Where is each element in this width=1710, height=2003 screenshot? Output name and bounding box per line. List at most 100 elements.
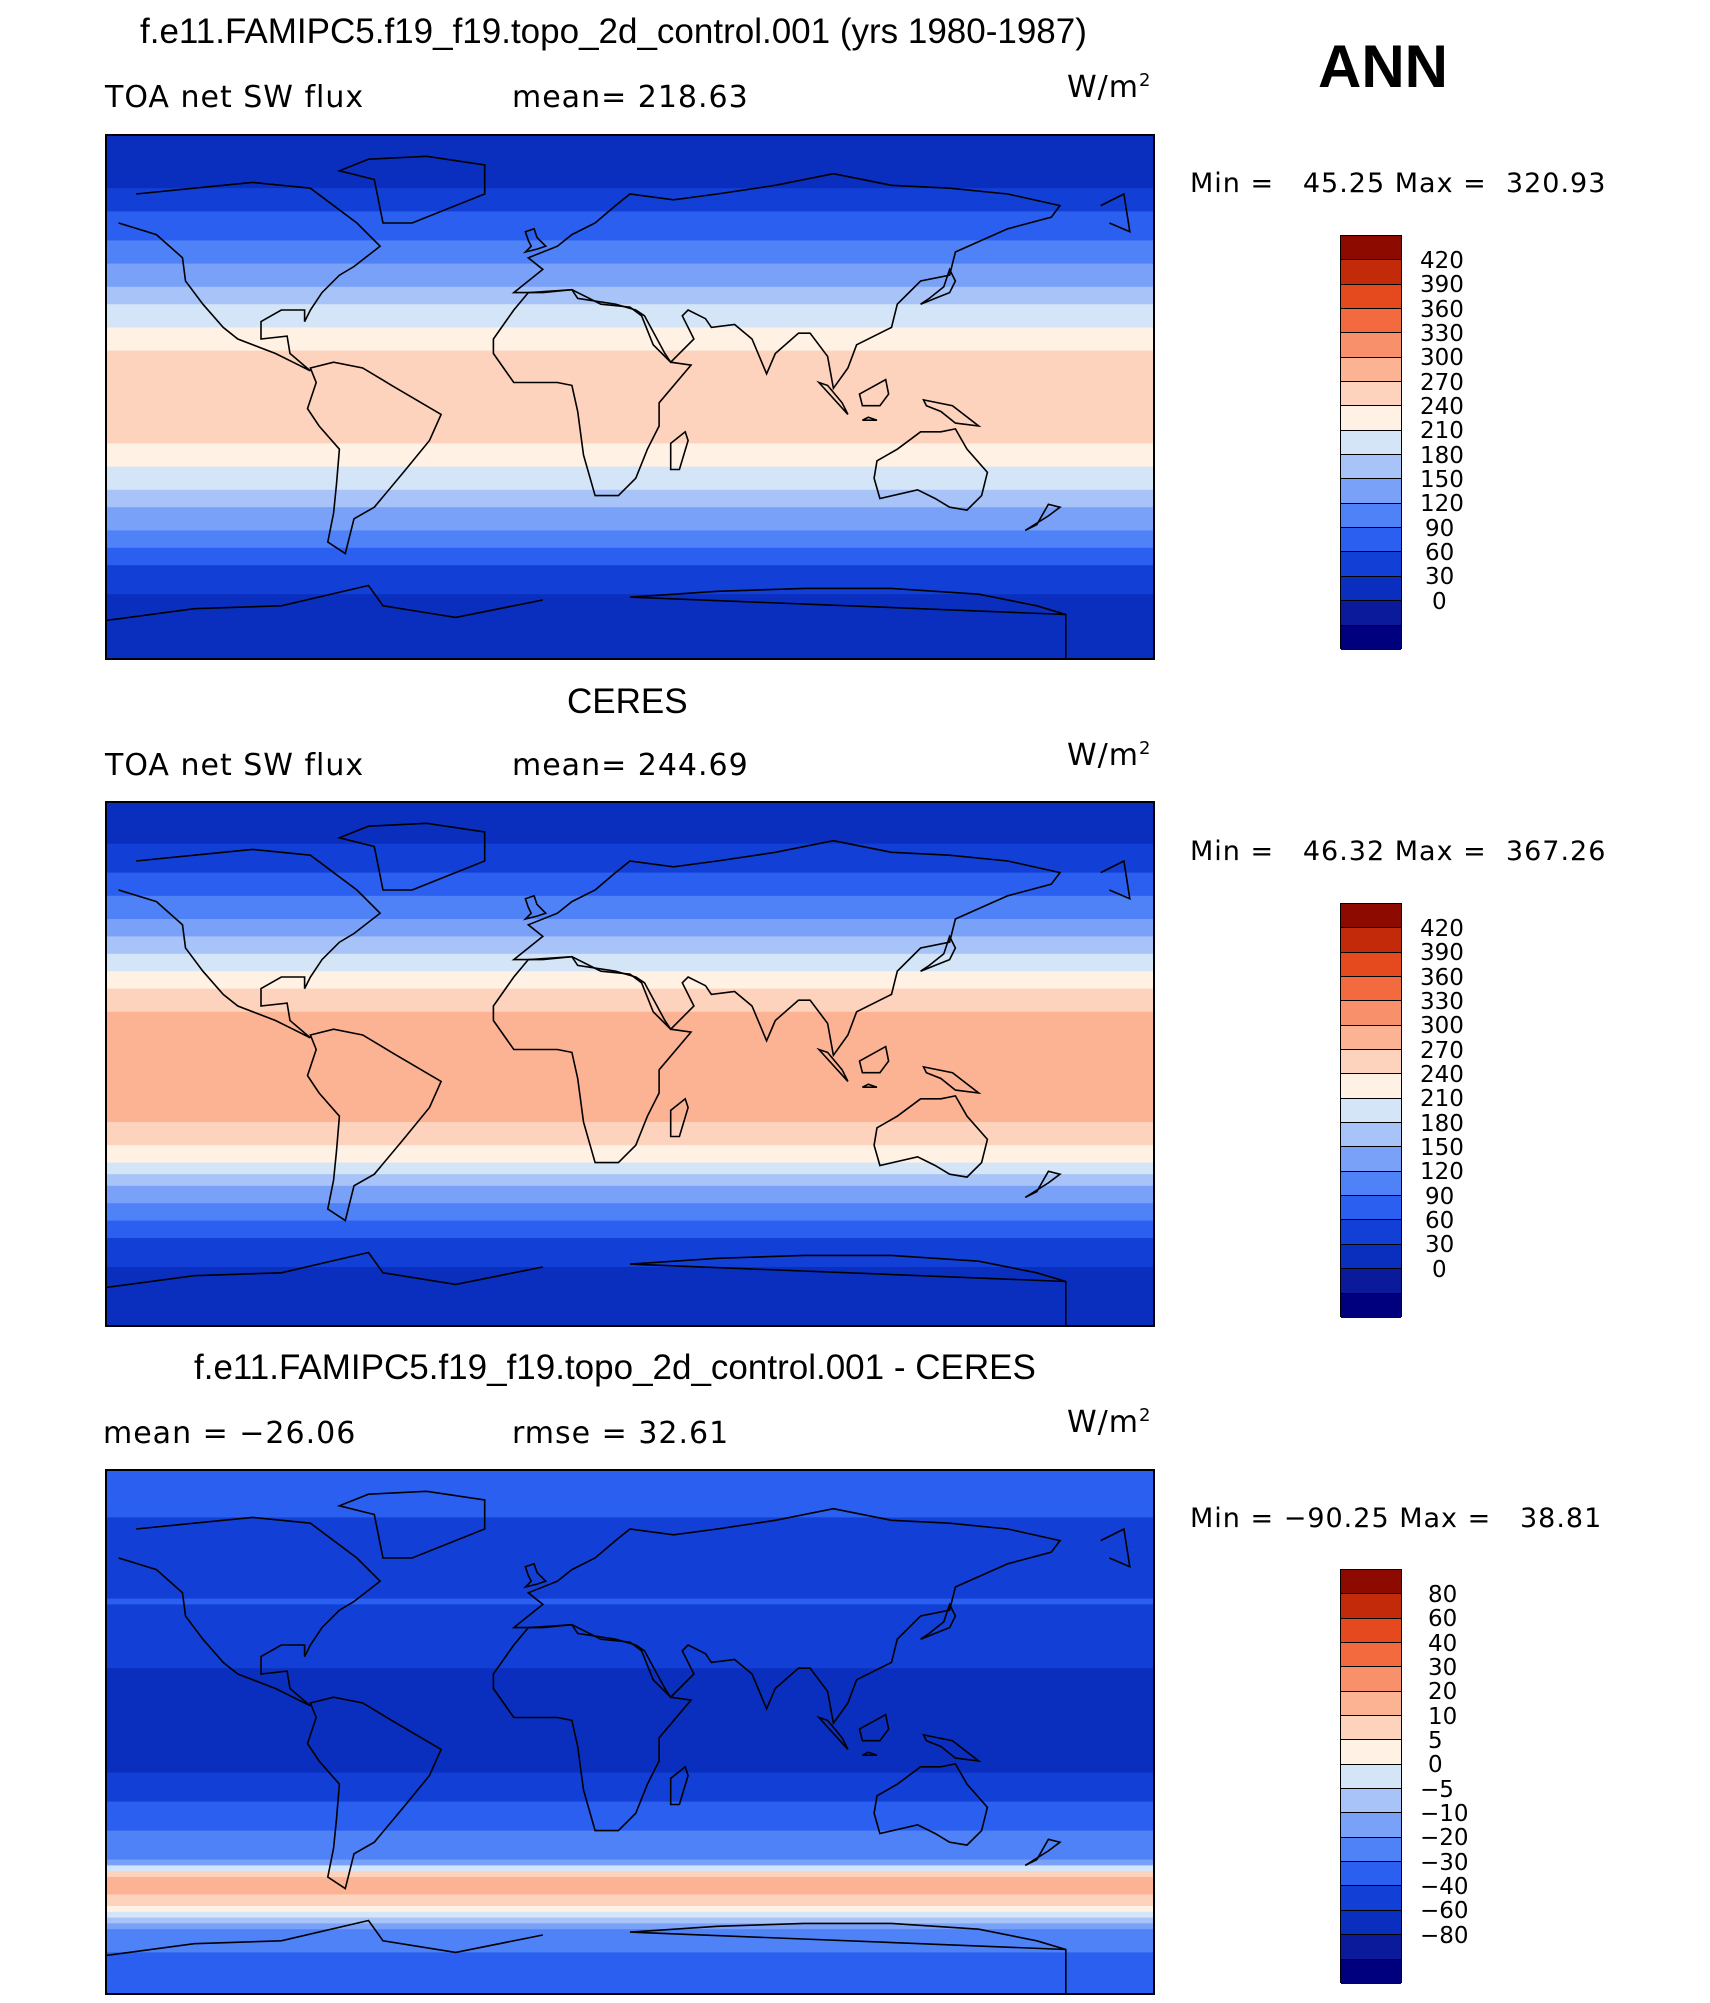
contour-band xyxy=(107,600,1153,607)
contour-band xyxy=(107,1093,1153,1100)
colorbar-tick-label: −20 xyxy=(1420,1825,1469,1852)
colorbar-segment xyxy=(1341,455,1401,480)
contour-band xyxy=(107,913,1153,920)
contour-band xyxy=(107,356,1153,363)
contour-band xyxy=(107,1052,1153,1059)
contour-band xyxy=(107,1017,1153,1024)
colorbar-segment xyxy=(1341,1050,1401,1075)
contour-band xyxy=(107,924,1153,932)
contour-band xyxy=(107,646,1153,653)
contour-band xyxy=(107,942,1153,949)
colorbar-segment xyxy=(1341,576,1401,602)
panel1-title: f.e11.FAMIPC5.f19_f19.topo_2d_control.00… xyxy=(140,12,1087,51)
colorbar-segment xyxy=(1341,406,1401,431)
contour-band xyxy=(107,194,1153,201)
contour-band xyxy=(107,1894,1153,1901)
contour-band xyxy=(107,1940,1153,1948)
contour-band xyxy=(107,362,1153,369)
contour-band xyxy=(107,1238,1153,1245)
contour-band xyxy=(107,901,1153,908)
coastline xyxy=(816,380,849,415)
colorbar-segment xyxy=(1341,357,1401,383)
contour-band xyxy=(107,1975,1153,1982)
coastline xyxy=(920,1602,957,1640)
colorbar-segment xyxy=(1341,1074,1401,1099)
contour-band xyxy=(107,1267,1153,1274)
colorbar-tick-label: 0 xyxy=(1432,588,1447,615)
contour-band xyxy=(107,890,1153,897)
contour-band xyxy=(107,1476,1153,1484)
panel3-minmax: Min = −90.25 Max = 38.81 xyxy=(1190,1503,1603,1534)
contour-band xyxy=(107,936,1153,943)
panel3-rmse-label: rmse = 32.61 xyxy=(512,1416,730,1451)
coastline xyxy=(629,587,1067,658)
panel3-colorbar xyxy=(1340,1569,1402,1984)
contour-band xyxy=(107,1098,1153,1106)
contour-band xyxy=(107,1011,1153,1019)
contour-band xyxy=(107,1761,1153,1768)
panel2-colorbar xyxy=(1340,903,1402,1318)
contour-band xyxy=(107,373,1153,381)
contour-band xyxy=(107,1650,1153,1658)
colorbar-tick-label: 30 xyxy=(1425,564,1455,591)
contour-band xyxy=(107,1859,1153,1866)
contour-band xyxy=(107,1610,1153,1617)
coastline xyxy=(629,1254,1067,1325)
coastline xyxy=(629,1922,1067,1993)
contour-band xyxy=(107,1307,1153,1314)
contour-band xyxy=(107,803,1153,810)
contour-band xyxy=(107,385,1153,392)
colorbar-segment xyxy=(1341,552,1401,577)
contour-band xyxy=(107,1075,1153,1082)
contour-band xyxy=(107,553,1153,560)
contour-band xyxy=(107,1029,1153,1036)
contour-band xyxy=(107,1911,1153,1919)
contour-band xyxy=(107,1592,1153,1600)
contour-band xyxy=(107,542,1153,549)
contour-band xyxy=(107,1174,1153,1181)
coastline xyxy=(669,430,689,471)
colorbar-segment xyxy=(1341,601,1401,626)
contour-band xyxy=(107,1284,1153,1291)
contour-band xyxy=(107,414,1153,421)
colorbar-tick-label: 120 xyxy=(1420,1159,1464,1186)
colorbar-segment xyxy=(1341,1667,1401,1692)
contour-band xyxy=(107,843,1153,850)
contour-band xyxy=(107,489,1153,497)
colorbar-segment xyxy=(1341,1959,1401,1984)
colorbar-segment xyxy=(1341,479,1401,504)
contour-band xyxy=(107,205,1153,212)
colorbar-segment xyxy=(1341,625,1401,650)
contour-band xyxy=(107,449,1153,456)
contour-band xyxy=(107,953,1153,961)
contour-band xyxy=(107,919,1153,926)
contour-band xyxy=(107,1824,1153,1832)
contour-band xyxy=(107,269,1153,276)
panel3-title: f.e11.FAMIPC5.f19_f19.topo_2d_control.00… xyxy=(194,1348,1036,1387)
contour-band xyxy=(107,513,1153,520)
contour-band xyxy=(107,344,1153,352)
coastline xyxy=(922,1065,982,1095)
contour-band xyxy=(107,1197,1153,1204)
contour-band xyxy=(107,1807,1153,1814)
coastline xyxy=(1100,1527,1131,1569)
coastline xyxy=(873,1095,989,1178)
contour-band xyxy=(107,281,1153,288)
contour-band xyxy=(107,188,1153,195)
contour-band xyxy=(107,257,1153,265)
contour-band xyxy=(107,640,1153,647)
contour-band xyxy=(107,397,1153,404)
colorbar-segment xyxy=(1341,382,1401,407)
contour-band xyxy=(107,1801,1153,1808)
colorbar-segment xyxy=(1341,1643,1401,1668)
panel3-mean-label: mean = −26.06 xyxy=(103,1416,357,1451)
contour-band xyxy=(107,437,1153,444)
colorbar-tick-label: 360 xyxy=(1420,964,1464,991)
contour-band xyxy=(107,977,1153,984)
contour-band xyxy=(107,484,1153,491)
contour-band xyxy=(107,1087,1153,1094)
colorbar-segment xyxy=(1341,503,1401,529)
contour-band xyxy=(107,1656,1153,1663)
contour-band xyxy=(107,1958,1153,1965)
contour-band xyxy=(107,1969,1153,1977)
